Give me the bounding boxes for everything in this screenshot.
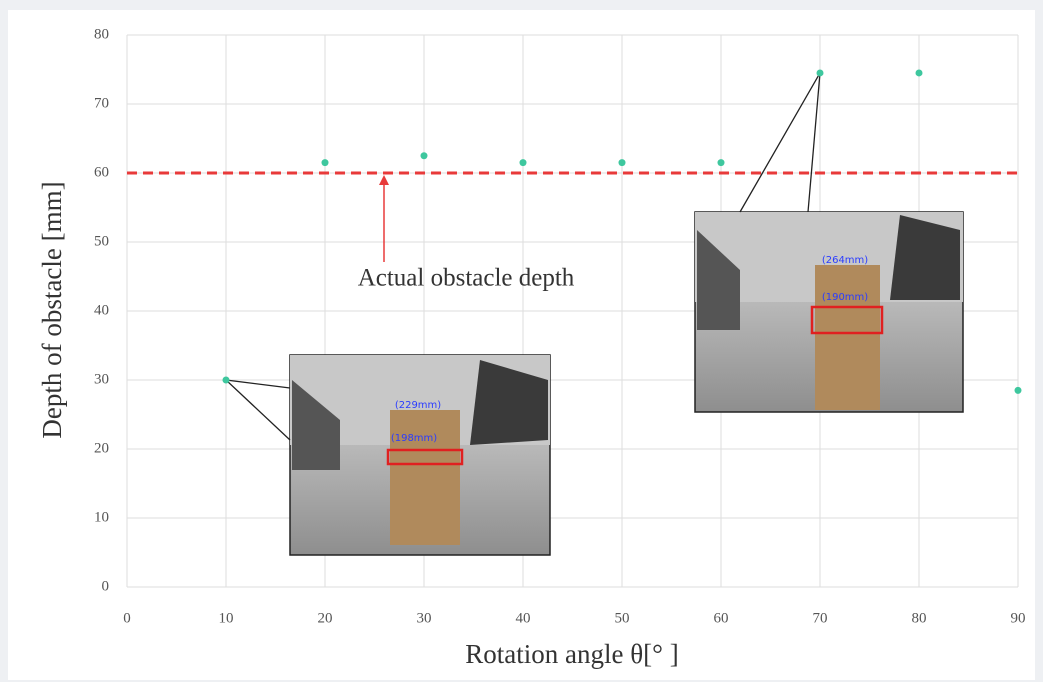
point [619, 159, 626, 166]
x-tick-label: 70 [813, 610, 828, 626]
y-tick-label: 60 [94, 164, 109, 180]
point [817, 69, 824, 76]
inset-label: (229mm) [395, 400, 441, 411]
page: {"chart_data": {"type": "scatter", "x_la… [0, 0, 1043, 682]
y-tick-label: 70 [94, 95, 109, 111]
inset-label: (190mm) [822, 292, 868, 303]
inset-label: (198mm) [391, 433, 437, 444]
inset-photo: (229mm) (198mm) [290, 355, 550, 555]
point [520, 159, 527, 166]
x-tick-label: 80 [912, 610, 927, 626]
y-tick-label: 0 [102, 578, 110, 594]
inset-photo: (264mm) (190mm) [695, 212, 963, 412]
point [916, 69, 923, 76]
y-tick-label: 40 [94, 302, 109, 318]
y-tick-label: 10 [94, 509, 109, 525]
y-axis-label: Depth of obstacle [mm] [37, 181, 67, 438]
x-tick-label: 50 [615, 610, 630, 626]
inset-label: (264mm) [822, 255, 868, 266]
x-tick-label: 0 [123, 610, 131, 626]
x-axis-label: Rotation angle θ[° ] [465, 639, 678, 669]
x-tick-label: 40 [516, 610, 531, 626]
x-tick-label: 20 [318, 610, 333, 626]
point [322, 159, 329, 166]
x-tick-label: 10 [219, 610, 234, 626]
point [223, 377, 230, 384]
x-tick-label: 60 [714, 610, 729, 626]
y-tick-label: 50 [94, 233, 109, 249]
x-tick-label: 30 [417, 610, 432, 626]
point [718, 159, 725, 166]
y-tick-label: 30 [94, 371, 109, 387]
point [421, 152, 428, 159]
point [1015, 387, 1022, 394]
y-tick-label: 20 [94, 440, 109, 456]
chart: Rotation angle θ[° ] Depth of obstacle [… [0, 0, 1043, 682]
annotation: Actual obstacle depth [358, 265, 575, 292]
x-tick-label: 90 [1011, 610, 1026, 626]
y-tick-label: 80 [94, 26, 109, 42]
